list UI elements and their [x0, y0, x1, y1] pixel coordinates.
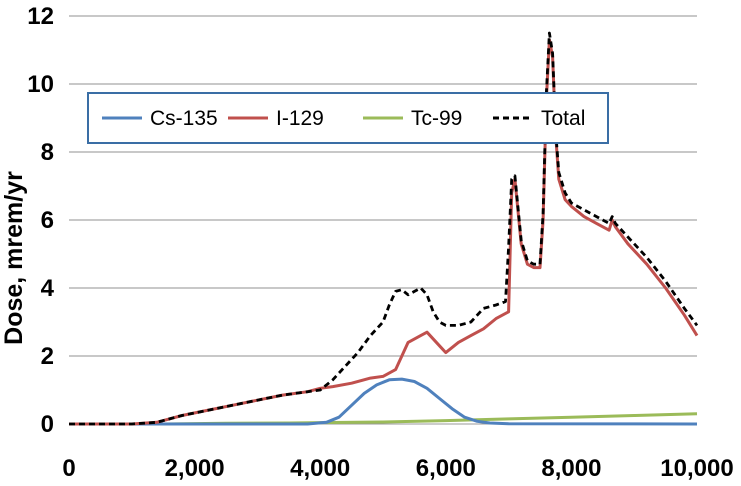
x-tick-label: 0 — [62, 455, 75, 482]
legend-label: Total — [541, 107, 585, 130]
series-line-cs-135 — [69, 377, 698, 426]
x-tick-label: 8,000 — [541, 455, 601, 482]
legend-label: I-129 — [276, 107, 324, 130]
y-tick-label: 10 — [27, 71, 54, 98]
series-line-total — [69, 31, 699, 426]
y-tick-label: 0 — [41, 411, 54, 438]
gridlines — [69, 15, 697, 357]
y-tick-label: 12 — [27, 3, 54, 30]
legend-box — [87, 92, 609, 144]
x-tick-labels: 0 2,000 4,000 6,000 8,000 10,000 — [62, 455, 733, 482]
legend-label: Cs-135 — [150, 107, 218, 130]
y-tick-label: 6 — [41, 207, 54, 234]
legend-items: Cs-135 I-129 Tc-99 Total — [102, 107, 585, 130]
x-tick-label: 10,000 — [660, 455, 733, 482]
x-tick-label: 6,000 — [416, 455, 476, 482]
x-tick-label: 4,000 — [290, 455, 350, 482]
series-layer — [69, 31, 699, 426]
legend: Cs-135 I-129 Tc-99 Total — [87, 92, 609, 144]
y-tick-label: 4 — [41, 275, 55, 302]
x-tick-label: 2,000 — [165, 455, 225, 482]
y-tick-label: 8 — [41, 139, 54, 166]
legend-label: Tc-99 — [411, 107, 462, 130]
y-tick-labels: 0 2 4 6 8 10 12 — [27, 3, 54, 438]
y-tick-label: 2 — [41, 343, 54, 370]
y-axis-label: Dose, mrem/yr — [0, 171, 28, 345]
